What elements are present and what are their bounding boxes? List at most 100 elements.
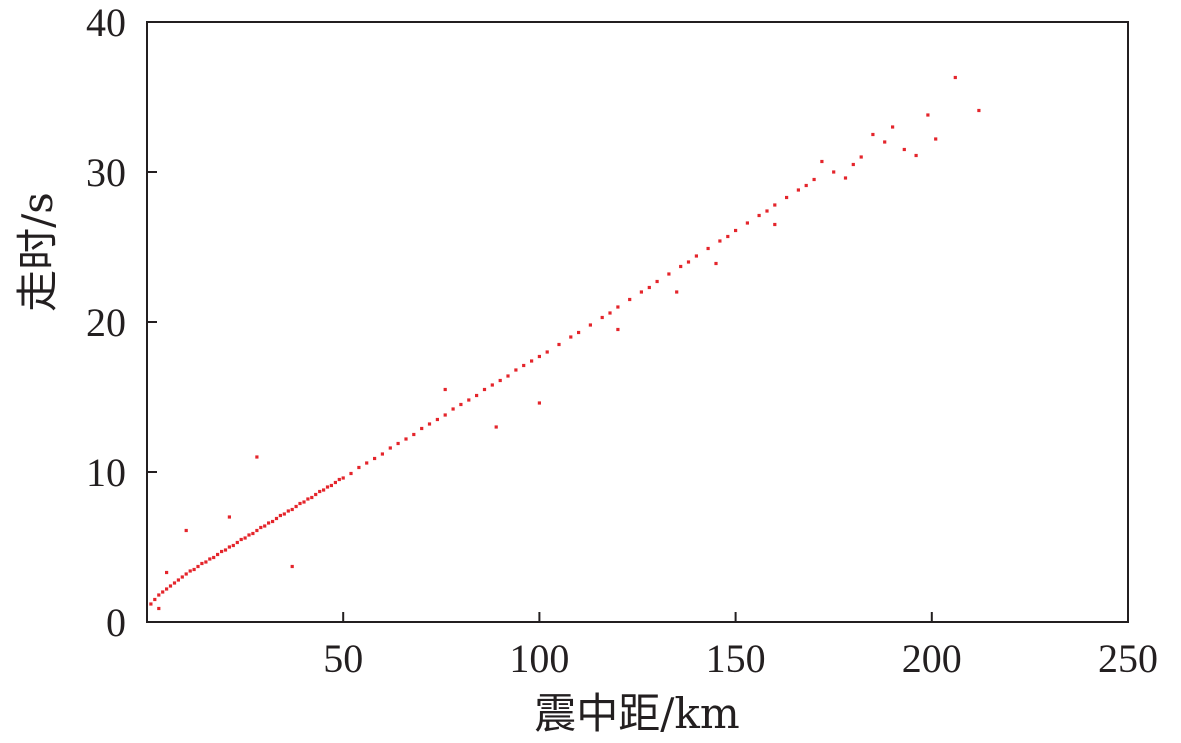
data-point [235, 540, 239, 545]
data-point [278, 513, 282, 518]
data-point [306, 497, 310, 501]
data-point [588, 323, 592, 327]
data-point [490, 383, 494, 387]
data-point [734, 228, 738, 233]
data-point [322, 488, 326, 492]
y-axis-title: 走时/s [13, 192, 62, 312]
data-point [537, 401, 541, 405]
data-point [647, 285, 651, 290]
data-point [153, 597, 157, 602]
data-point [180, 575, 184, 579]
data-point [247, 533, 251, 537]
data-point [220, 549, 224, 554]
data-point [639, 290, 643, 294]
data-point [365, 461, 369, 465]
data-point [773, 203, 777, 207]
data-point [498, 378, 502, 383]
data-point [192, 567, 196, 572]
data-point [404, 437, 408, 441]
data-point [745, 221, 749, 225]
data-point [396, 441, 400, 446]
x-axis-title: 震中距/km [534, 689, 739, 738]
scatter-points [149, 75, 981, 611]
data-point [679, 264, 683, 269]
data-point [628, 297, 632, 302]
data-point [216, 552, 220, 557]
data-point [337, 477, 341, 482]
data-point [773, 222, 777, 227]
data-point [341, 476, 345, 480]
data-point [231, 543, 235, 548]
data-point [165, 587, 169, 591]
data-point [251, 531, 255, 536]
data-point [475, 393, 479, 398]
data-point [608, 311, 612, 315]
data-point [655, 279, 659, 284]
data-point [757, 213, 761, 218]
data-point [263, 524, 267, 528]
data-point [494, 425, 498, 429]
data-point [188, 569, 192, 573]
data-point [223, 548, 228, 552]
data-point [325, 485, 330, 489]
data-point [196, 564, 200, 569]
y-tick-label: 0 [106, 600, 126, 645]
data-point [726, 234, 730, 239]
data-point [514, 368, 518, 372]
y-tick-label: 20 [86, 300, 126, 345]
data-point [451, 407, 455, 411]
data-point [871, 132, 875, 137]
data-point [851, 162, 855, 167]
data-point [785, 195, 789, 200]
data-point [373, 456, 377, 461]
data-point [459, 402, 463, 407]
data-point [168, 584, 173, 588]
data-point [157, 606, 161, 611]
data-point [243, 536, 247, 540]
data-point [435, 417, 439, 422]
data-point [600, 315, 604, 320]
data-point [200, 561, 204, 566]
data-point [506, 374, 510, 378]
data-point [380, 452, 384, 456]
x-axis-ticks: 50 100 150 200 250 [323, 612, 1158, 681]
data-point [310, 495, 314, 500]
data-point [239, 537, 243, 542]
data-point [616, 305, 620, 309]
data-point [667, 272, 671, 276]
data-point [184, 528, 188, 533]
data-point [443, 413, 447, 417]
data-point [286, 509, 290, 513]
data-point [165, 570, 169, 575]
x-tick-label: 250 [1098, 636, 1158, 681]
data-point [290, 507, 294, 512]
data-point [482, 387, 487, 392]
data-point [616, 327, 620, 332]
data-point [569, 335, 573, 339]
data-point [388, 446, 392, 450]
data-point [843, 176, 848, 180]
data-point [267, 521, 271, 525]
data-point [274, 516, 279, 521]
data-point [443, 387, 447, 392]
data-point [212, 555, 216, 560]
data-point [314, 492, 318, 497]
data-point [329, 483, 333, 488]
data-point [420, 426, 424, 431]
data-point [259, 525, 263, 530]
data-point [891, 125, 895, 129]
data-point [333, 480, 337, 485]
data-point [812, 177, 816, 182]
data-point [427, 422, 432, 426]
data-point [149, 602, 153, 606]
y-tick-label: 10 [86, 450, 126, 495]
data-point [357, 465, 361, 470]
data-point [545, 350, 549, 354]
data-point [208, 557, 212, 561]
data-point [302, 500, 306, 504]
data-point [318, 489, 322, 494]
data-point [349, 471, 353, 476]
data-point [282, 512, 286, 516]
data-point [796, 188, 800, 192]
x-tick-label: 150 [706, 636, 766, 681]
